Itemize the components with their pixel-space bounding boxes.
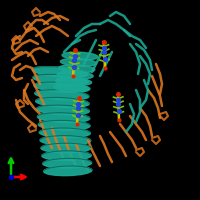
Ellipse shape: [34, 82, 89, 92]
Ellipse shape: [62, 52, 98, 60]
Ellipse shape: [35, 90, 89, 100]
Ellipse shape: [42, 151, 91, 160]
Ellipse shape: [57, 71, 93, 79]
Ellipse shape: [36, 97, 89, 107]
Ellipse shape: [39, 128, 90, 138]
Ellipse shape: [37, 105, 89, 115]
Ellipse shape: [37, 113, 90, 122]
Ellipse shape: [44, 166, 92, 176]
Ellipse shape: [43, 158, 92, 168]
Ellipse shape: [33, 74, 88, 85]
Ellipse shape: [56, 78, 92, 86]
Ellipse shape: [60, 58, 96, 66]
Ellipse shape: [59, 65, 95, 73]
Ellipse shape: [32, 67, 88, 77]
Ellipse shape: [54, 84, 90, 92]
Ellipse shape: [41, 143, 91, 153]
Ellipse shape: [40, 136, 91, 145]
Ellipse shape: [38, 120, 90, 130]
